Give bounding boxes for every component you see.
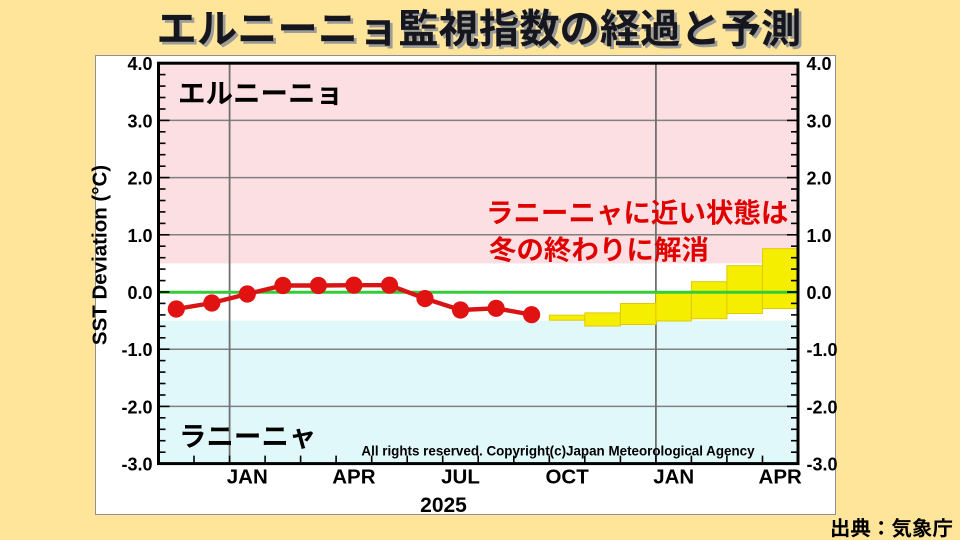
- svg-text:2.0: 2.0: [807, 169, 832, 189]
- svg-text:JAN: JAN: [653, 466, 694, 489]
- svg-text:1.0: 1.0: [807, 226, 832, 246]
- svg-text:-3.0: -3.0: [807, 455, 838, 475]
- svg-text:4.0: 4.0: [127, 54, 152, 74]
- svg-text:0.0: 0.0: [127, 283, 152, 303]
- svg-text:All rights reserved. Copyright: All rights reserved. Copyright(c)Japan M…: [361, 444, 755, 459]
- svg-text:2025: 2025: [420, 494, 467, 517]
- svg-text:0.0: 0.0: [807, 283, 832, 303]
- svg-text:4.0: 4.0: [807, 54, 832, 74]
- svg-text:3.0: 3.0: [127, 111, 152, 131]
- svg-text:1.0: 1.0: [127, 226, 152, 246]
- svg-text:JUL: JUL: [441, 466, 480, 489]
- svg-text:-1.0: -1.0: [807, 340, 838, 360]
- svg-text:SST Deviation (°C): SST Deviation (°C): [89, 165, 112, 345]
- svg-text:-2.0: -2.0: [807, 397, 838, 417]
- svg-text:3.0: 3.0: [807, 111, 832, 131]
- svg-text:-1.0: -1.0: [121, 340, 152, 360]
- svg-text:APR: APR: [759, 466, 802, 489]
- svg-text:APR: APR: [332, 466, 375, 489]
- svg-text:-3.0: -3.0: [121, 455, 152, 475]
- svg-text:2.0: 2.0: [127, 169, 152, 189]
- svg-text:-2.0: -2.0: [121, 397, 152, 417]
- svg-text:JAN: JAN: [227, 466, 268, 489]
- svg-text:OCT: OCT: [545, 466, 589, 489]
